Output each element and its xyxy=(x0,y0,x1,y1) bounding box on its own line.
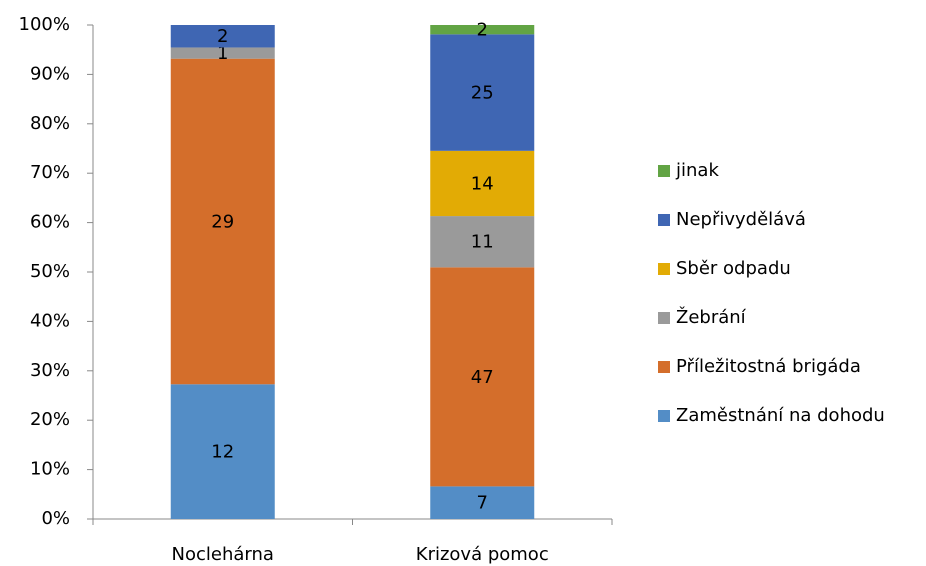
data-label: 25 xyxy=(471,83,494,104)
y-tick-label: 30% xyxy=(30,360,70,381)
bar-segment xyxy=(430,150,535,217)
legend-swatch xyxy=(658,410,670,422)
legend-swatch xyxy=(658,361,670,373)
data-label: 12 xyxy=(211,442,234,463)
data-label: 7 xyxy=(477,493,488,514)
y-tick-label: 80% xyxy=(30,113,70,134)
data-label: 1 xyxy=(217,43,228,64)
x-tick-label: Krizová pomoc xyxy=(416,544,549,565)
y-tick-label: 10% xyxy=(30,459,70,480)
bar-segment xyxy=(170,47,275,59)
bar-segment xyxy=(430,34,535,151)
bar-segment xyxy=(170,384,275,519)
y-tick-label: 50% xyxy=(30,261,70,282)
legend-swatch xyxy=(658,165,670,177)
legend-label: Sběr odpadu xyxy=(676,258,791,279)
bar-segment xyxy=(170,58,275,385)
legend-swatch xyxy=(658,312,670,324)
data-label: 29 xyxy=(211,211,234,232)
bar-segment xyxy=(430,486,535,519)
x-tick-label: Noclehárna xyxy=(172,544,274,565)
y-tick-label: 40% xyxy=(30,310,70,331)
bar-segment xyxy=(430,267,535,487)
y-tick-label: 70% xyxy=(30,162,70,183)
data-label: 47 xyxy=(471,367,494,388)
bar-segment xyxy=(430,216,535,268)
y-tick-label: 60% xyxy=(30,212,70,233)
y-tick-label: 20% xyxy=(30,409,70,430)
legend-label: Příležitostná brigáda xyxy=(676,356,861,377)
data-label: 2 xyxy=(477,20,488,41)
bar-segment xyxy=(430,25,535,35)
legend-swatch xyxy=(658,263,670,275)
y-tick-label: 100% xyxy=(19,14,70,35)
data-label: 11 xyxy=(471,232,494,253)
data-label: 14 xyxy=(471,173,494,194)
legend-swatch xyxy=(658,214,670,226)
bar-segment xyxy=(170,25,275,48)
legend-label: Nepřivydělává xyxy=(676,209,806,230)
legend-label: Zaměstnání na dohodu xyxy=(676,405,885,426)
y-tick-label: 0% xyxy=(41,508,70,529)
legend-label: jinak xyxy=(675,160,719,181)
data-label: 2 xyxy=(217,26,228,47)
y-tick-label: 90% xyxy=(30,63,70,84)
legend-label: Žebrání xyxy=(676,306,747,328)
